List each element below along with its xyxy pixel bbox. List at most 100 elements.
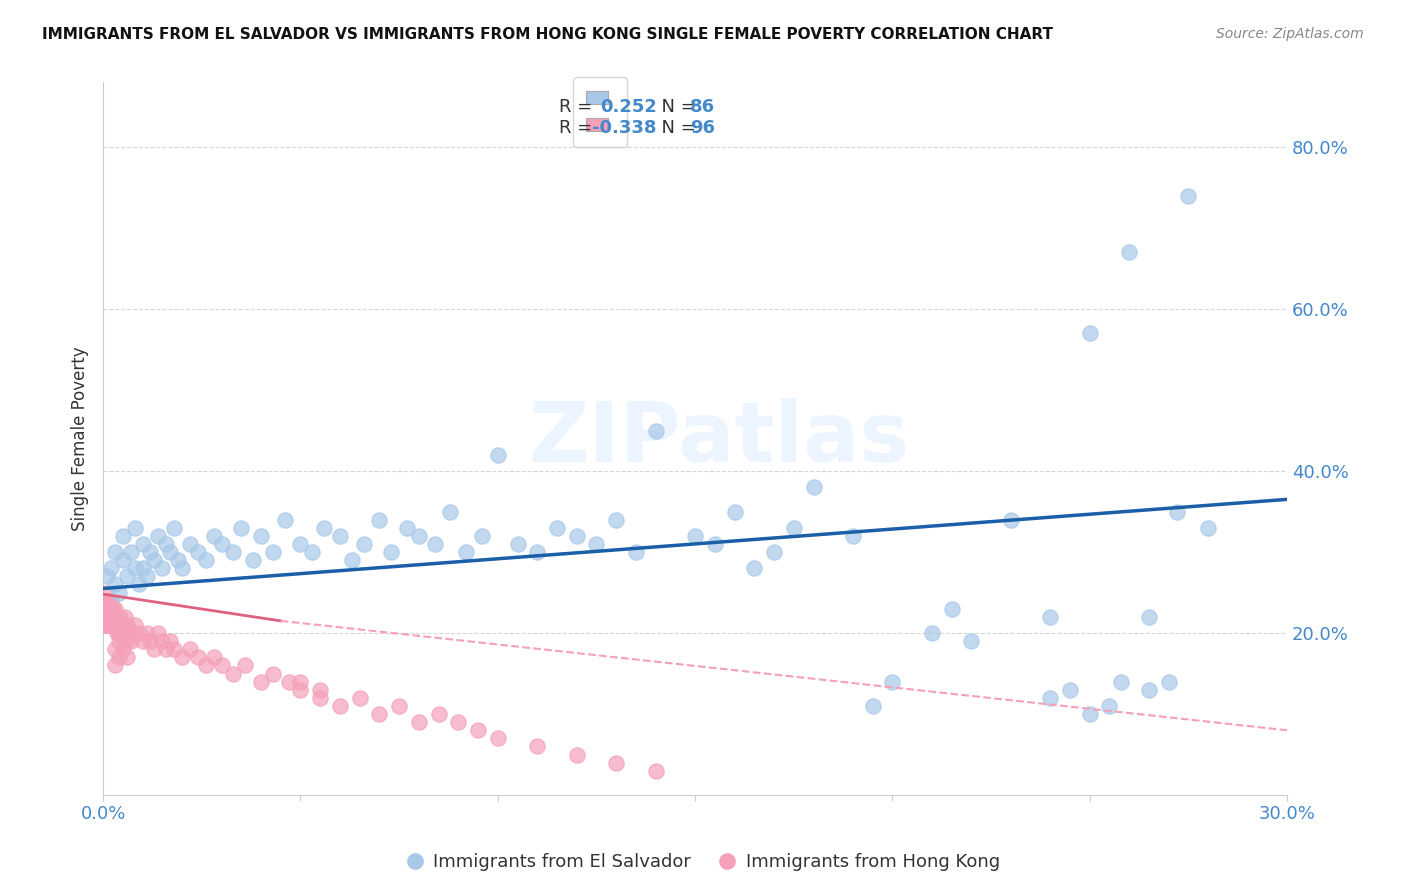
Point bbox=[101, 601, 124, 615]
Point bbox=[159, 545, 181, 559]
Point bbox=[290, 537, 312, 551]
Point bbox=[170, 561, 193, 575]
Point bbox=[98, 618, 121, 632]
Point bbox=[301, 545, 323, 559]
Point bbox=[100, 618, 122, 632]
Point bbox=[262, 666, 284, 681]
Point bbox=[98, 610, 121, 624]
Point bbox=[115, 618, 138, 632]
Point bbox=[103, 618, 125, 632]
Point bbox=[163, 642, 186, 657]
Point bbox=[135, 626, 157, 640]
Point bbox=[380, 545, 402, 559]
Point bbox=[250, 529, 273, 543]
Point bbox=[194, 658, 217, 673]
Point bbox=[644, 424, 666, 438]
Point bbox=[96, 569, 118, 583]
Point bbox=[115, 634, 138, 648]
Point bbox=[683, 529, 706, 543]
Point bbox=[644, 764, 666, 778]
Point bbox=[101, 610, 124, 624]
Point bbox=[100, 561, 122, 575]
Text: IMMIGRANTS FROM EL SALVADOR VS IMMIGRANTS FROM HONG KONG SINGLE FEMALE POVERTY C: IMMIGRANTS FROM EL SALVADOR VS IMMIGRANT… bbox=[42, 27, 1053, 42]
Point bbox=[105, 610, 128, 624]
Point bbox=[150, 561, 173, 575]
Point bbox=[101, 618, 124, 632]
Point bbox=[1000, 513, 1022, 527]
Point bbox=[187, 545, 209, 559]
Point bbox=[115, 650, 138, 665]
Point bbox=[94, 610, 117, 624]
Point bbox=[1157, 674, 1180, 689]
Point bbox=[94, 601, 117, 615]
Point bbox=[114, 610, 136, 624]
Point bbox=[143, 553, 166, 567]
Point bbox=[211, 537, 233, 551]
Point bbox=[120, 634, 142, 648]
Point bbox=[108, 585, 131, 599]
Point bbox=[1078, 707, 1101, 722]
Text: 86: 86 bbox=[690, 98, 716, 116]
Point bbox=[546, 521, 568, 535]
Text: R =: R = bbox=[560, 98, 603, 116]
Point bbox=[100, 610, 122, 624]
Point bbox=[115, 569, 138, 583]
Point bbox=[111, 626, 134, 640]
Point bbox=[187, 650, 209, 665]
Point bbox=[1137, 682, 1160, 697]
Point bbox=[97, 601, 120, 615]
Point bbox=[353, 537, 375, 551]
Point bbox=[526, 545, 548, 559]
Point bbox=[93, 601, 115, 615]
Point bbox=[1098, 698, 1121, 713]
Point bbox=[120, 626, 142, 640]
Point bbox=[1118, 245, 1140, 260]
Point bbox=[131, 634, 153, 648]
Point bbox=[447, 715, 470, 730]
Text: ZIPatlas: ZIPatlas bbox=[529, 398, 910, 479]
Point bbox=[202, 529, 225, 543]
Point bbox=[262, 545, 284, 559]
Point bbox=[104, 545, 127, 559]
Point bbox=[120, 545, 142, 559]
Point bbox=[763, 545, 786, 559]
Point bbox=[93, 610, 115, 624]
Point bbox=[565, 529, 588, 543]
Point bbox=[131, 561, 153, 575]
Point bbox=[408, 529, 430, 543]
Point bbox=[150, 634, 173, 648]
Point bbox=[783, 521, 806, 535]
Point bbox=[108, 634, 131, 648]
Text: Source: ZipAtlas.com: Source: ZipAtlas.com bbox=[1216, 27, 1364, 41]
Point bbox=[96, 618, 118, 632]
Point bbox=[108, 626, 131, 640]
Point bbox=[179, 537, 201, 551]
Text: R =: R = bbox=[560, 120, 598, 137]
Point bbox=[131, 537, 153, 551]
Point bbox=[1197, 521, 1219, 535]
Point bbox=[155, 537, 177, 551]
Point bbox=[395, 521, 418, 535]
Point bbox=[96, 601, 118, 615]
Point bbox=[624, 545, 647, 559]
Point bbox=[139, 634, 162, 648]
Point bbox=[467, 723, 489, 738]
Point bbox=[98, 593, 121, 607]
Point bbox=[100, 593, 122, 607]
Point bbox=[882, 674, 904, 689]
Point bbox=[290, 682, 312, 697]
Point bbox=[170, 650, 193, 665]
Point bbox=[93, 593, 115, 607]
Point bbox=[605, 756, 627, 770]
Point bbox=[368, 707, 391, 722]
Point bbox=[388, 698, 411, 713]
Point bbox=[290, 674, 312, 689]
Point bbox=[97, 610, 120, 624]
Legend: Immigrants from El Salvador, Immigrants from Hong Kong: Immigrants from El Salvador, Immigrants … bbox=[399, 847, 1007, 879]
Point bbox=[703, 537, 725, 551]
Point bbox=[605, 513, 627, 527]
Point bbox=[1166, 504, 1188, 518]
Point bbox=[222, 666, 245, 681]
Point bbox=[148, 529, 170, 543]
Text: -0.338: -0.338 bbox=[592, 120, 657, 137]
